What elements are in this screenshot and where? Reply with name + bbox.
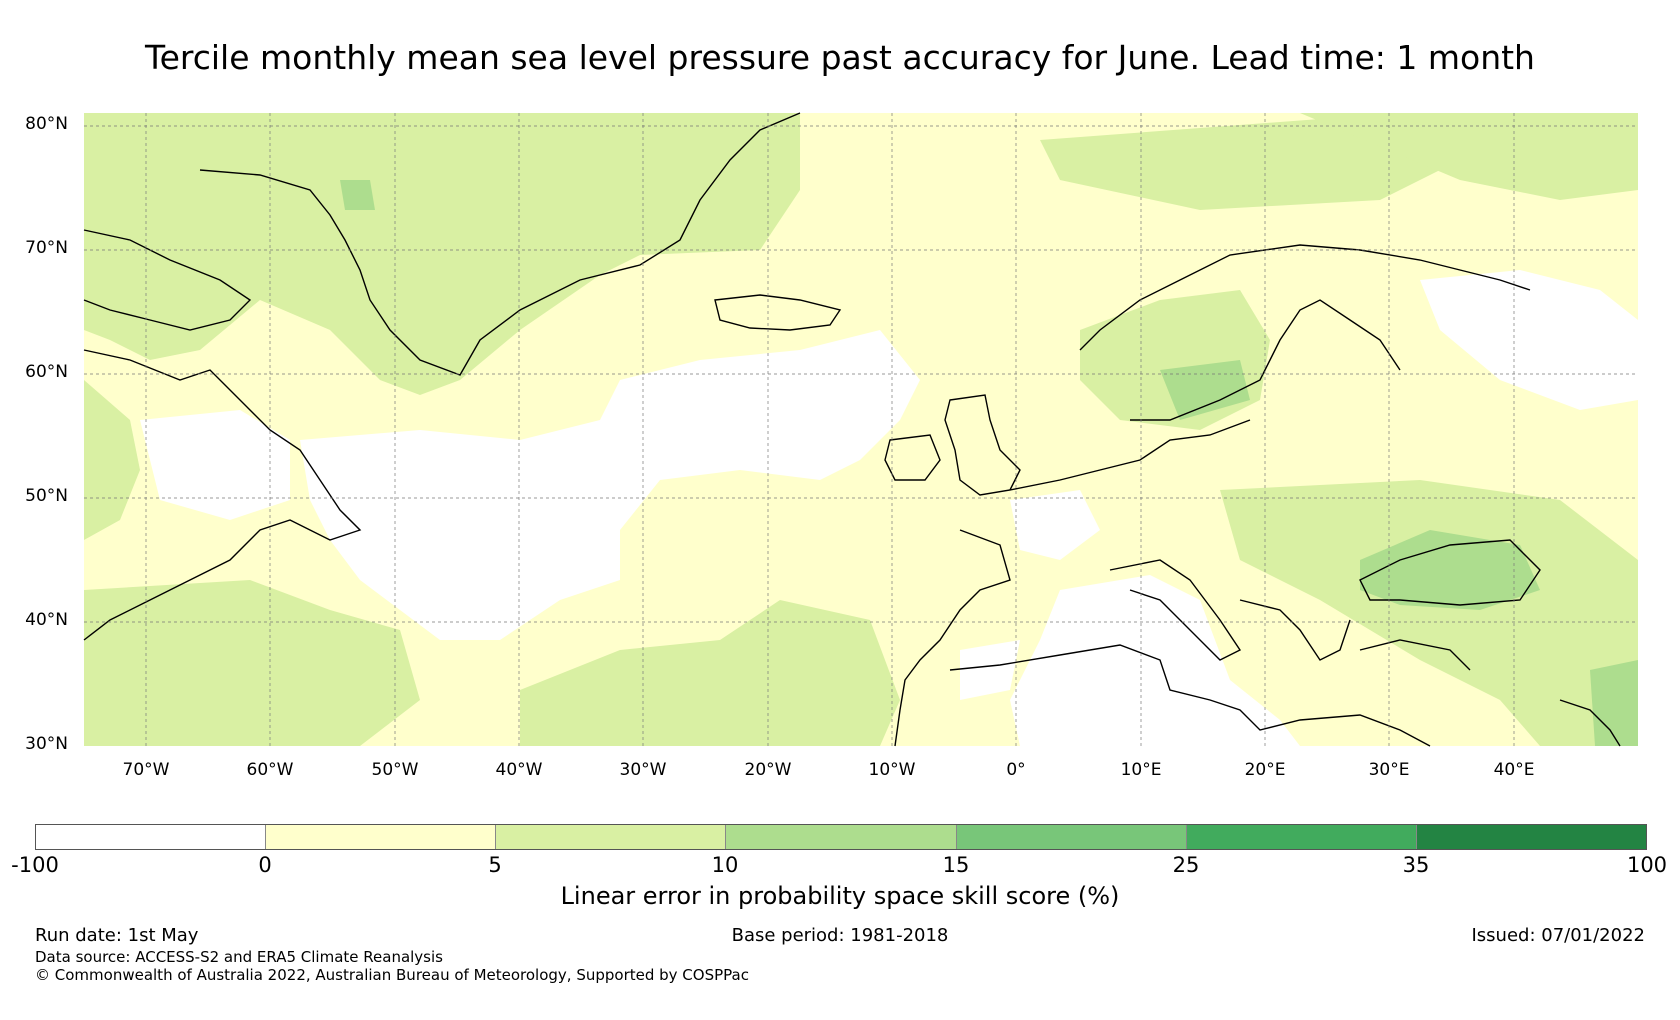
spain-white <box>960 640 1020 700</box>
west-atlantic-south-region <box>84 580 420 746</box>
skill-regions-white <box>140 270 1638 746</box>
lon-tick-70w: 70°W <box>122 760 170 780</box>
colorbar <box>35 824 1647 850</box>
issued-date: Issued: 07/01/2022 <box>1471 925 1645 946</box>
skill-regions-light-green <box>84 113 1638 746</box>
colorbar-label-neg100: -100 <box>11 853 59 877</box>
greenland-region <box>84 113 800 395</box>
colorbar-label-25: 25 <box>1172 853 1200 877</box>
colorbar-segment-15-25 <box>956 825 1187 849</box>
lon-tick-60w: 60°W <box>246 760 294 780</box>
ireland-coast <box>884 434 941 481</box>
lon-tick-10w: 10°W <box>868 760 916 780</box>
colorbar-segment-0-5 <box>266 825 497 849</box>
levant-region <box>1590 660 1638 746</box>
run-date: Run date: 1st May <box>35 925 199 946</box>
colorbar-label-10: 10 <box>711 853 739 877</box>
map-panel: 80°N 70°N 60°N 50°N 40°N 30°N 70°W 60°W … <box>25 112 1638 780</box>
lat-tick-30n: 30°N <box>25 734 68 754</box>
lon-tick-40e: 40°E <box>1493 760 1535 780</box>
europe-coast <box>1009 419 1251 491</box>
lon-tick-40w: 40°W <box>495 760 543 780</box>
greenland-patch <box>340 180 375 210</box>
data-source: Data source: ACCESS-S2 and ERA5 Climate … <box>35 948 443 966</box>
lat-tick-60n: 60°N <box>25 362 68 382</box>
iceland-coast <box>714 294 842 331</box>
lon-tick-30e: 30°E <box>1368 760 1410 780</box>
base-period: Base period: 1981-2018 <box>731 925 949 946</box>
lon-tick-20e: 20°E <box>1244 760 1286 780</box>
colorbar-segment-35-100 <box>1416 825 1646 849</box>
russia-white <box>1420 270 1638 410</box>
colorbar-label-35: 35 <box>1402 853 1430 877</box>
colorbar-label-15: 15 <box>942 853 970 877</box>
skill-regions-mid-green <box>340 180 1638 746</box>
map-title: Tercile monthly mean sea level pressure … <box>145 38 1535 77</box>
italy-coast <box>1109 559 1242 661</box>
turkey-coast <box>1359 639 1471 671</box>
canada-coast <box>83 349 362 641</box>
north-africa-coast <box>949 644 1431 747</box>
skill-score-map <box>83 112 1638 747</box>
lat-tick-40n: 40°N <box>25 610 68 630</box>
lat-tick-70n: 70°N <box>25 238 68 258</box>
mediterranean-white <box>1010 575 1300 746</box>
norway-coast <box>1079 244 1531 351</box>
lon-tick-20w: 20°W <box>744 760 792 780</box>
lon-tick-10e: 10°E <box>1120 760 1162 780</box>
greenland-coast <box>199 112 801 376</box>
north-atlantic-white <box>300 330 920 640</box>
iberia-coast <box>894 529 1011 747</box>
baltic-region <box>1160 360 1250 420</box>
labrador-sea-white <box>140 410 290 520</box>
sweden-finland-coast <box>1130 299 1401 421</box>
lon-tick-50w: 50°W <box>371 760 419 780</box>
balkan-coast <box>1239 599 1351 661</box>
black-sea-coast <box>1359 539 1541 606</box>
colorbar-label-5: 5 <box>488 853 502 877</box>
colorbar-label-0: 0 <box>258 853 272 877</box>
west-europe-white <box>1010 490 1100 560</box>
coastlines <box>83 112 1621 747</box>
labrador-region <box>84 380 140 540</box>
arctic-east-region <box>1300 113 1638 200</box>
mid-atlantic-south-region <box>520 600 900 746</box>
colorbar-title: Linear error in probability space skill … <box>560 882 1120 910</box>
colorbar-segment-neg100-0 <box>36 825 267 849</box>
east-med-coast <box>1559 699 1621 747</box>
colorbar-segment-25-35 <box>1186 825 1417 849</box>
lon-tick-0: 0° <box>1006 760 1026 780</box>
copyright: © Commonwealth of Australia 2022, Austra… <box>35 966 749 984</box>
lat-tick-50n: 50°N <box>25 486 68 506</box>
black-sea-region <box>1360 530 1540 610</box>
colorbar-label-100: 100 <box>1626 853 1668 877</box>
gridlines <box>84 113 1638 746</box>
lat-tick-80n: 80°N <box>25 114 68 134</box>
colorbar-segment-10-15 <box>726 825 957 849</box>
lon-tick-30w: 30°W <box>619 760 667 780</box>
east-europe-region <box>1220 480 1638 746</box>
colorbar-segment-5-10 <box>496 825 727 849</box>
